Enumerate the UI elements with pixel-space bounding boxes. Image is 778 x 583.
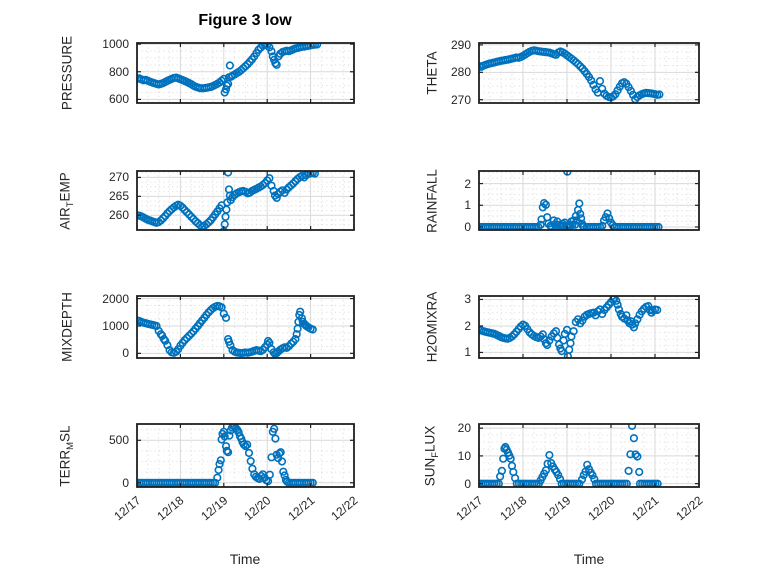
- x-axis-label-left: Time: [229, 551, 261, 567]
- y-tick-label: 600: [108, 92, 129, 107]
- y-tick-label: 0: [464, 219, 471, 234]
- y-tick-label: 0: [122, 475, 129, 490]
- y-axis-label-subscript: F: [430, 451, 442, 458]
- y-tick-label: 0: [464, 476, 471, 491]
- y-tick-label: 2: [464, 176, 471, 191]
- scatter-points: [479, 424, 662, 487]
- minor-grid: [137, 424, 354, 487]
- y-tick-label: 1000: [102, 318, 129, 333]
- y-axis-label: MIXDEPTH: [59, 292, 75, 362]
- y-axis-label-text: PRESSURE: [59, 35, 75, 111]
- y-tick-label: 1: [464, 345, 471, 360]
- y-axis-label: SUNFLUX: [422, 425, 442, 486]
- y-axis-label-text: TERR: [57, 449, 73, 487]
- y-axis-label-text: H2OMIXRA: [424, 291, 440, 363]
- y-tick-label: 0: [122, 346, 129, 361]
- subplot-airtemp: [136, 170, 355, 231]
- scatter-points: [479, 46, 664, 103]
- y-tick-label: 270: [450, 92, 471, 107]
- y-axis-label-subscript: T: [65, 200, 77, 207]
- minor-grid: [137, 43, 354, 103]
- y-tick-label: 800: [108, 64, 129, 79]
- y-tick-label: 290: [450, 37, 471, 52]
- y-axis-label-text: RAINFALL: [424, 168, 440, 233]
- subplot-h2omixra: [478, 295, 700, 359]
- y-axis-label-text: SL: [57, 424, 73, 442]
- x-axis-label-right: Time: [573, 551, 605, 567]
- y-axis-label: THETA: [424, 51, 440, 95]
- y-axis-label: PRESSURE: [59, 35, 75, 111]
- y-axis-label: TERRMSL: [57, 424, 77, 487]
- y-axis-label-subscript: M: [65, 441, 77, 450]
- scatter-points: [479, 296, 662, 358]
- y-tick-label: 20: [457, 421, 471, 436]
- y-axis-label-text: EMP: [57, 171, 73, 201]
- y-axis-label-text: SUN: [422, 457, 438, 486]
- minor-grid: [479, 43, 699, 103]
- subplot-mixdepth: [136, 295, 355, 359]
- y-tick-label: 3: [464, 292, 471, 307]
- scatter-points: [137, 43, 322, 97]
- y-axis-label: RAINFALL: [424, 168, 440, 233]
- scatter-points: [137, 301, 317, 358]
- y-axis-label: AIRTEMP: [57, 171, 77, 230]
- y-axis-label-text: MIXDEPTH: [59, 292, 75, 362]
- scatter-points: [137, 424, 317, 487]
- y-axis-label-text: AIR: [57, 206, 73, 230]
- y-tick-label: 1: [464, 198, 471, 213]
- y-tick-label: 10: [457, 448, 471, 463]
- subplot-terrmsl: [136, 423, 355, 488]
- subplot-rainfall: [478, 170, 700, 231]
- minor-grid: [479, 171, 699, 230]
- y-tick-label: 2000: [102, 291, 129, 306]
- y-axis-label-text: THETA: [424, 51, 440, 95]
- major-grid: [479, 43, 699, 103]
- y-tick-label: 270: [108, 170, 129, 185]
- subplot-theta: [478, 42, 700, 104]
- subplot-pressure: [136, 42, 355, 104]
- y-tick-label: 265: [108, 189, 129, 204]
- y-tick-label: 1000: [102, 37, 129, 52]
- y-axis-label: H2OMIXRA: [424, 291, 440, 363]
- figure-title: Figure 3 low: [198, 12, 292, 29]
- y-tick-label: 2: [464, 318, 471, 333]
- scatter-points: [137, 171, 319, 230]
- y-axis-label-text: LUX: [422, 425, 438, 452]
- y-tick-label: 280: [450, 65, 471, 80]
- subplot-sunflux: [478, 423, 700, 488]
- y-tick-label: 500: [108, 433, 129, 448]
- y-tick-label: 260: [108, 208, 129, 223]
